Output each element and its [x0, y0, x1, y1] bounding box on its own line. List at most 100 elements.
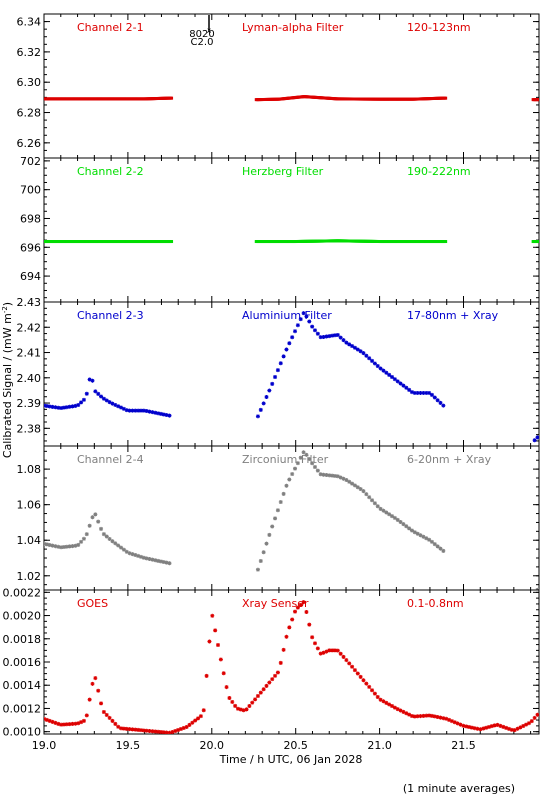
x-axis-label: Time / h UTC, 06 Jan 2028: [219, 753, 363, 766]
data-point: [270, 524, 275, 529]
data-point: [176, 727, 181, 732]
data-point: [147, 557, 152, 562]
data-point: [50, 719, 55, 724]
data-point: [327, 334, 332, 339]
data-point: [76, 402, 81, 407]
data-point: [144, 556, 149, 561]
data-point: [161, 560, 166, 565]
data-point: [372, 691, 377, 696]
data-point: [104, 398, 109, 403]
data-point: [404, 711, 409, 716]
data-point: [255, 693, 260, 698]
data-point: [173, 728, 178, 733]
data-point: [287, 477, 292, 482]
data-point: [335, 474, 340, 479]
data-point: [407, 387, 412, 392]
data-point: [418, 533, 423, 538]
data-point: [335, 648, 340, 653]
data-point: [338, 651, 343, 656]
data-point: [169, 240, 174, 244]
data-point: [372, 501, 377, 506]
data-point: [315, 331, 320, 336]
data-point: [267, 388, 272, 393]
data-point: [184, 725, 189, 730]
data-point: [96, 688, 101, 693]
data-point: [350, 344, 355, 349]
data-point: [158, 559, 163, 564]
data-point: [150, 557, 155, 562]
y-tick-label: 6.30: [17, 76, 42, 89]
data-point: [324, 649, 329, 654]
data-point: [284, 483, 289, 488]
data-point: [258, 558, 263, 563]
panel-4: 1.08 1.06 1.04 1.02 Channel 2-4 Zirconium Fil…: [17, 445, 540, 595]
data-point: [284, 347, 289, 352]
data-point: [461, 723, 466, 728]
data-point: [370, 688, 375, 693]
data-point: [304, 452, 309, 457]
data-point: [116, 543, 121, 548]
data-point: [110, 718, 115, 723]
data-point: [435, 398, 440, 403]
data-point: [267, 532, 272, 537]
data-series: [44, 600, 539, 734]
data-point: [170, 729, 175, 734]
data-point: [409, 528, 414, 533]
data-point: [138, 728, 143, 733]
data-point: [93, 676, 98, 681]
data-point: [121, 726, 126, 731]
data-point: [147, 728, 152, 733]
data-point: [81, 718, 86, 723]
data-point: [367, 495, 372, 500]
data-point: [275, 368, 280, 373]
data-point: [335, 332, 340, 337]
data-point: [478, 727, 483, 732]
data-point: [341, 338, 346, 343]
data-point: [418, 390, 423, 395]
data-point: [392, 705, 397, 710]
channel-label: GOES: [77, 597, 108, 610]
data-point: [409, 714, 414, 719]
data-point: [495, 722, 500, 727]
data-point: [253, 697, 258, 702]
panel-frame: [43, 589, 540, 735]
data-point: [355, 485, 360, 490]
y-tick-label: 0.0016: [3, 656, 42, 669]
data-point: [290, 617, 295, 622]
data-point: [427, 713, 432, 718]
data-point: [489, 724, 494, 729]
data-point: [412, 530, 417, 535]
y-tick-label: 698: [20, 212, 41, 225]
data-point: [347, 479, 352, 484]
y-tick-label: 2.39: [17, 397, 42, 410]
data-point: [204, 673, 209, 678]
panels-layer: 6.34 6.32 6.30 6.28 6.26 Channel 2-1 Lyman-alp…: [3, 13, 540, 752]
data-point: [344, 477, 349, 482]
data-point: [515, 726, 520, 731]
data-point: [310, 635, 315, 640]
data-point: [535, 435, 539, 440]
y-tick-label: 2.38: [17, 422, 42, 435]
panel-1: 6.34 6.32 6.30 6.28 6.26 Channel 2-1 Lyman-alp…: [17, 13, 540, 159]
data-point: [432, 395, 437, 400]
data-point: [59, 545, 64, 550]
data-point: [332, 333, 337, 338]
data-point: [99, 394, 104, 399]
y-axis-label: Calibrated Signal / (mW m-2): [1, 302, 14, 458]
data-point: [318, 651, 323, 656]
data-point: [350, 481, 355, 486]
data-point: [293, 466, 298, 471]
data-point: [164, 730, 169, 734]
data-series: [44, 95, 539, 102]
data-point: [93, 389, 98, 394]
data-point: [407, 526, 412, 531]
y-tick-label: 0.0014: [3, 679, 42, 692]
data-point: [270, 381, 275, 386]
data-point: [447, 717, 452, 722]
data-point: [79, 539, 84, 544]
data-point: [533, 591, 537, 595]
data-point: [169, 96, 174, 100]
data-point: [233, 703, 238, 708]
data-point: [107, 715, 112, 720]
data-point: [344, 658, 349, 663]
